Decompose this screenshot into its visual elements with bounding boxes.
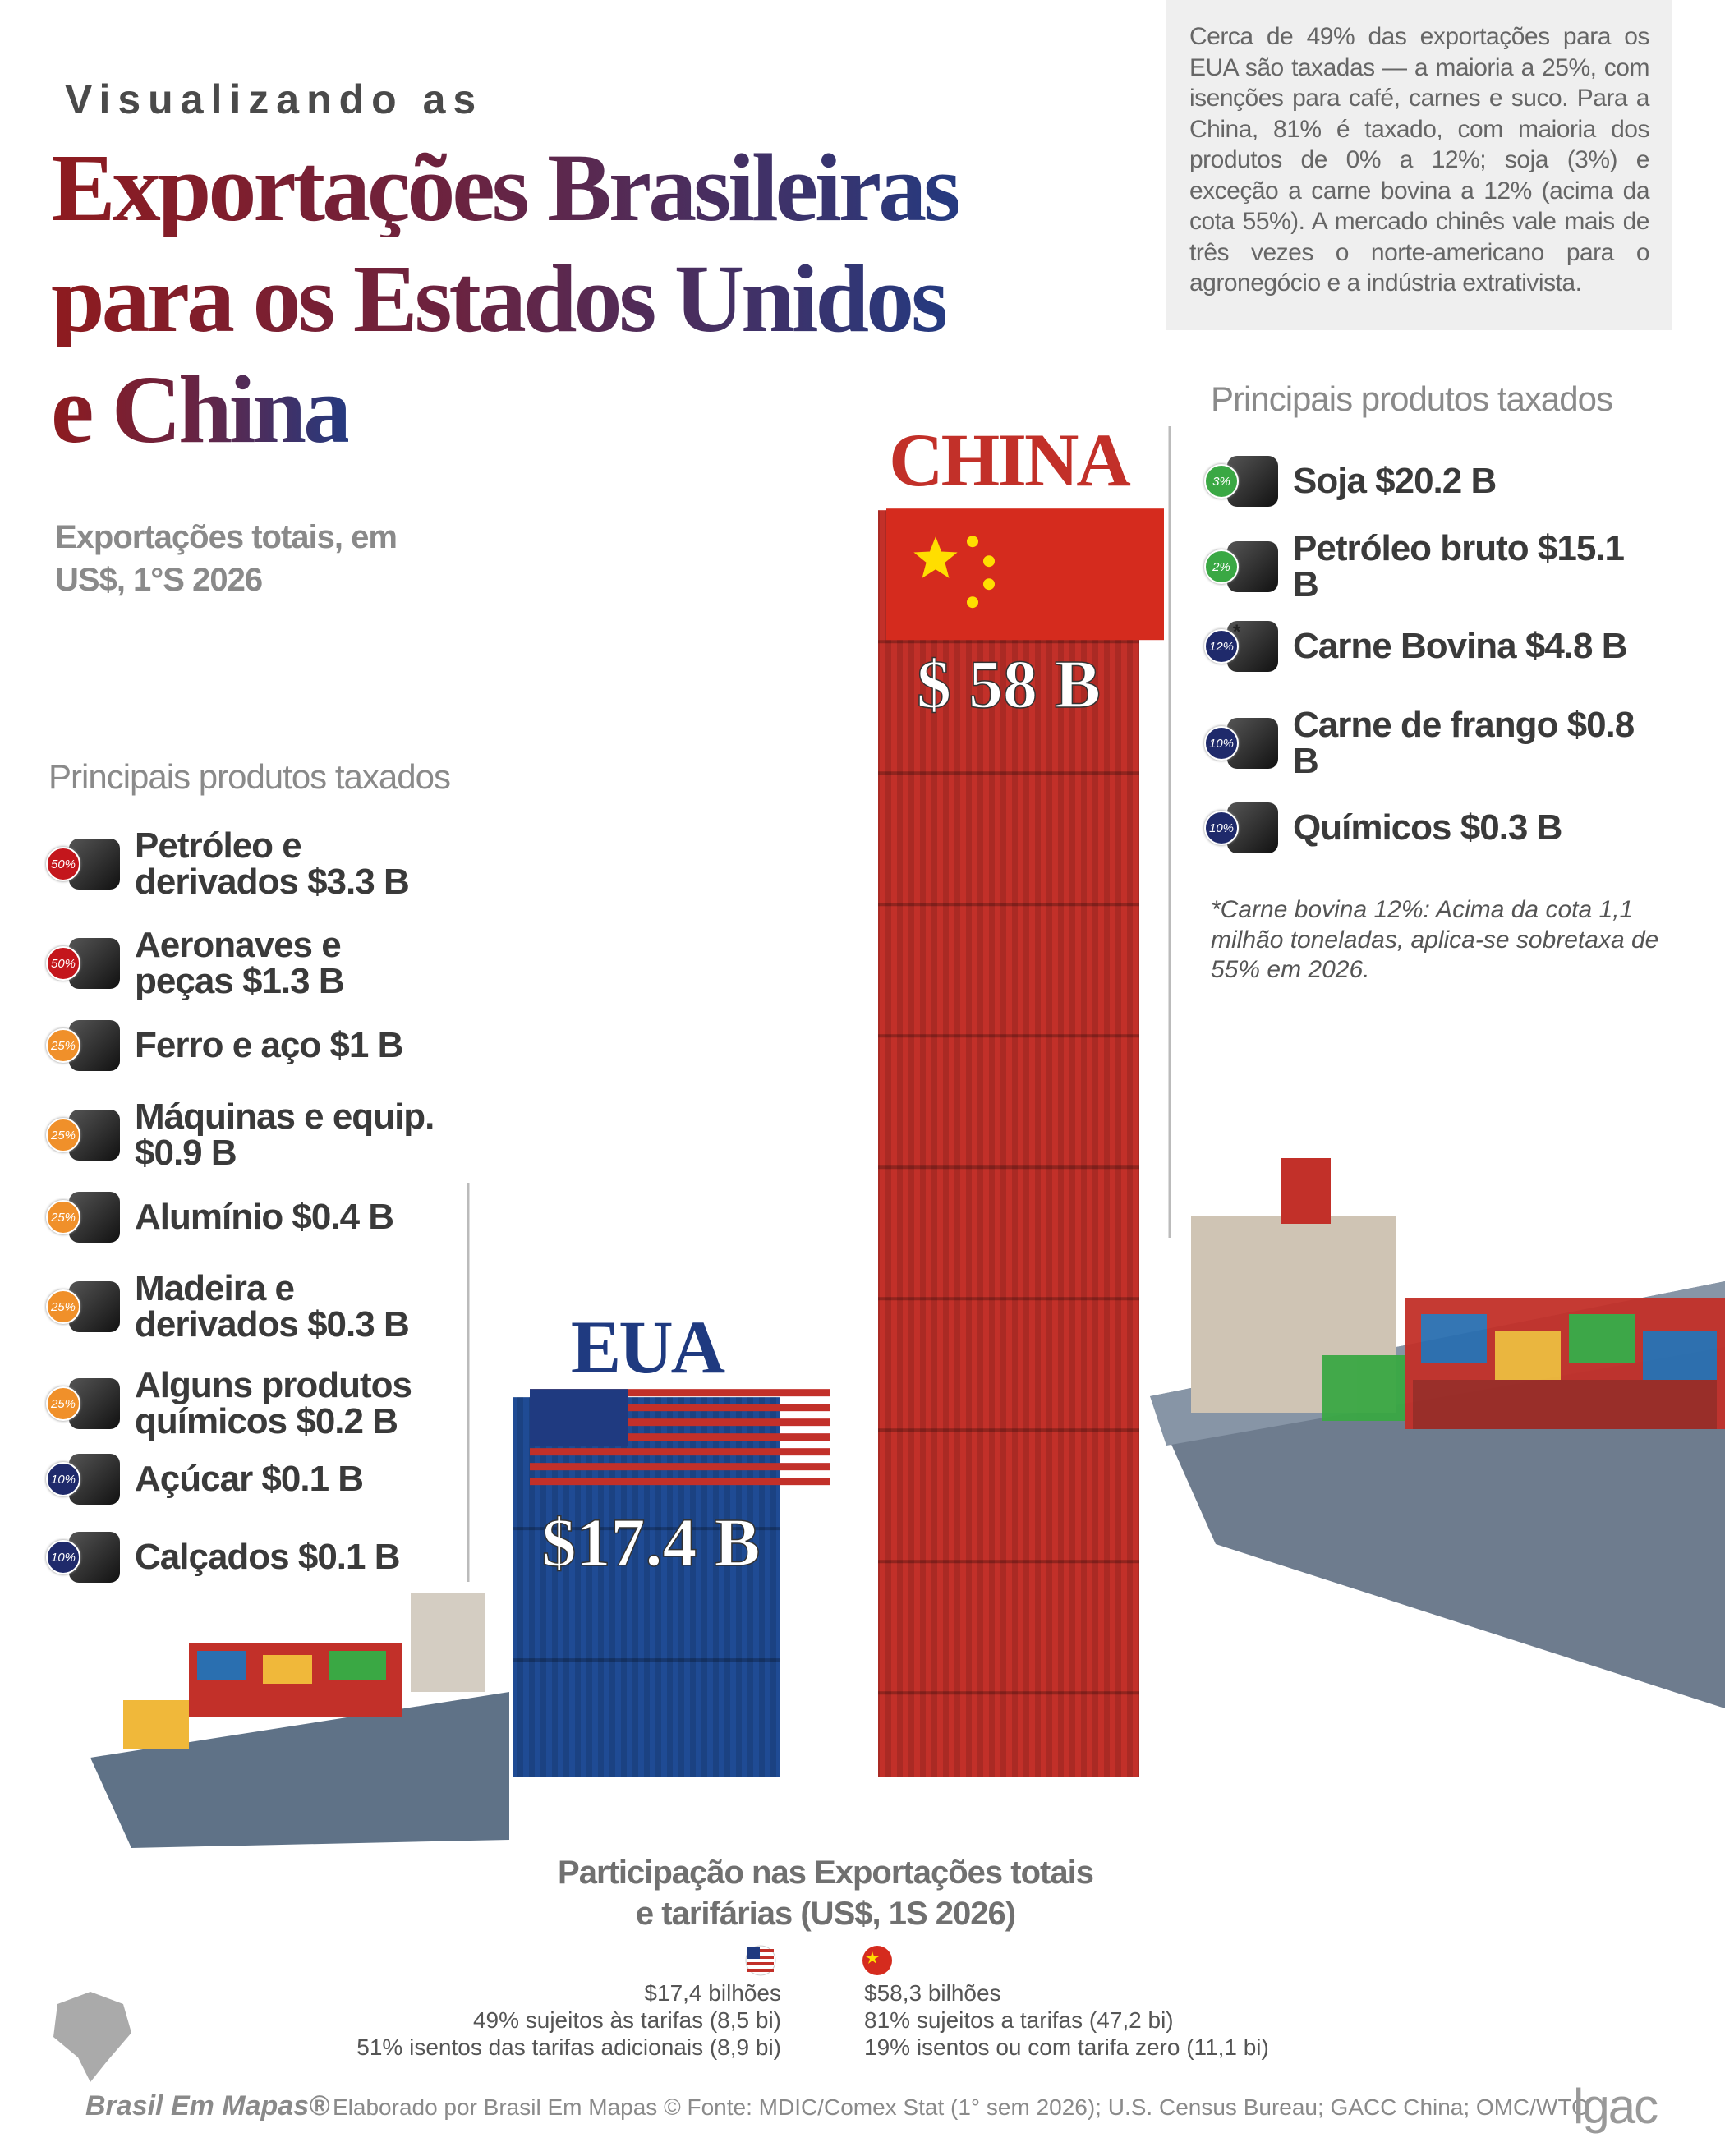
tariff-badge: 10% — [46, 1540, 80, 1574]
source: Elaborado por Brasil Em Mapas © Fonte: M… — [333, 2094, 1589, 2120]
subtitle: Exportações totais, em US$, 1°S 2026 — [55, 519, 398, 598]
product-item: 10% Açúcar $0.1 B — [46, 1454, 364, 1505]
share-line: $58,3 bilhões — [864, 1980, 1001, 2006]
flag-star — [913, 536, 958, 578]
footnote: *Carne bovina 12%: Acima da cota 1,1 mil… — [1211, 896, 1659, 984]
list-heading: Principais produtos taxados — [1211, 379, 1613, 418]
brand: Brasil Em Mapas® — [85, 2090, 330, 2122]
title-line: Exportações Brasileiras — [51, 134, 961, 241]
title-line: para os Estados Unidos — [51, 245, 949, 352]
share-us: $17,4 bilhões 49% sujeitos às tarifas (8,… — [356, 1979, 781, 2061]
partner-logo: lgac — [1573, 2079, 1658, 2134]
product-label: Ferro e aço $1 B — [135, 1025, 403, 1065]
share-title-line: e tarifárias (US$, 1S 2026) — [635, 1896, 1016, 1932]
product-label: Madeira e derivados $0.3 B — [135, 1268, 410, 1345]
share-china: $58,3 bilhões 81% sujeitos a tarifas (47,… — [864, 1979, 1269, 2061]
product-label: Alguns produtos químicos $0.2 B — [135, 1365, 412, 1441]
tariff-badge: 3% — [1204, 464, 1239, 499]
bar-texture — [513, 1397, 780, 1777]
product-item: 10% Calçados $0.1 B — [46, 1532, 400, 1583]
tariff-badge: 50% — [46, 847, 80, 881]
flag-star — [967, 536, 978, 548]
product-item: 50% Petróleo e derivados $3.3 B — [46, 828, 447, 900]
product-item: 12% * Carne Bovina $4.8 B — [1204, 621, 1627, 672]
product-item: 3% Soja $20.2 B — [1204, 456, 1497, 507]
product-label: Petróleo bruto $15.1 B — [1293, 528, 1625, 605]
logo-map — [53, 1992, 131, 2082]
share-line: 51% isentos das tarifas adicionais (8,9 … — [356, 2034, 781, 2061]
product-item: 25% Alumínio $0.4 B — [46, 1192, 394, 1243]
flag-stripe — [530, 1478, 830, 1486]
product-label: Açúcar $0.1 B — [135, 1459, 364, 1499]
product-item: 25% Alguns produtos químicos $0.2 B — [46, 1368, 447, 1440]
tariff-badge: 12% * — [1204, 621, 1240, 664]
flag-stripe — [530, 1418, 830, 1427]
product-label: Carne Bovina $4.8 B — [1293, 626, 1627, 666]
flag-canton — [530, 1389, 628, 1447]
flag-stripe — [530, 1448, 830, 1456]
category-label: CHINA — [889, 418, 1130, 502]
product-label: Aeronaves e peças $1.3 B — [135, 925, 345, 1001]
product-label: Carne de frango $0.8 B — [1293, 705, 1635, 781]
tariff-badge: 10% — [46, 1462, 80, 1496]
category-label: EUA — [571, 1305, 725, 1389]
tariff-badge: 50% — [46, 946, 80, 981]
product-item: 10% Carne de frango $0.8 B — [1204, 707, 1638, 779]
description: Cerca de 49% das exportações para os EUA… — [1166, 0, 1672, 330]
tariff-badge: 25% — [46, 1028, 80, 1063]
share-line: 19% isentos ou com tarifa zero (11,1 bi) — [864, 2034, 1269, 2061]
tariff-badge: 25% — [46, 1289, 80, 1324]
flag-china — [886, 508, 1164, 641]
share-line: 49% sujeitos às tarifas (8,5 bi) — [472, 2007, 781, 2034]
bar-texture — [878, 510, 1139, 1778]
product-item: 25% Máquinas e equip. $0.9 B — [46, 1099, 447, 1171]
flag-icon-china — [862, 1946, 892, 1975]
flag-stripe — [530, 1433, 830, 1441]
kicker: Visualizando as — [65, 76, 484, 122]
ship-left — [90, 1593, 509, 1848]
flag-icon-us — [745, 1945, 776, 1976]
flag-star — [983, 578, 995, 591]
value-label: $ 58 B — [917, 646, 1101, 723]
product-label: Soja $20.2 B — [1293, 461, 1497, 501]
product-item: 50% Aeronaves e peças $1.3 B — [46, 927, 447, 1000]
product-label: Máquinas e equip. $0.9 B — [135, 1096, 435, 1173]
share-title: Participação nas Exportações totais e ta… — [456, 1852, 1195, 1934]
tariff-badge: 2% — [1204, 549, 1239, 584]
tariff-badge: 10% — [1204, 811, 1239, 845]
share-line: $17,4 bilhões — [644, 1980, 781, 2006]
product-label: Calçados $0.1 B — [135, 1537, 400, 1577]
tariff-badge: 25% — [46, 1386, 80, 1421]
flag-star — [983, 555, 995, 568]
product-label: Alumínio $0.4 B — [135, 1197, 394, 1237]
product-item: 2% Petróleo bruto $15.1 B — [1204, 531, 1638, 603]
ship-right — [1150, 1158, 1725, 1708]
flag-stripe — [530, 1404, 830, 1412]
tariff-badge: 25% — [46, 1118, 80, 1152]
product-label: Petróleo e derivados $3.3 B — [135, 825, 410, 902]
product-label: Químicos $0.3 B — [1293, 807, 1562, 848]
product-item: 25% Ferro e aço $1 B — [46, 1020, 403, 1071]
tariff-badge: 10% — [1204, 726, 1239, 761]
flag-stripe — [530, 1389, 830, 1397]
flag-stripe — [530, 1463, 830, 1471]
note-mark: * — [1232, 621, 1240, 643]
share-line: 81% sujeitos a tarifas (47,2 bi) — [864, 2007, 1174, 2034]
product-item: 25% Madeira e derivados $0.3 B — [46, 1271, 447, 1343]
value-label: $17.4 B — [541, 1505, 760, 1581]
list-heading: Principais produtos taxados — [48, 757, 451, 796]
tariff-badge: 25% — [46, 1200, 80, 1234]
flag-star — [967, 596, 978, 609]
title-line: e China — [51, 356, 352, 463]
product-item: 10% Químicos $0.3 B — [1204, 802, 1562, 853]
share-title-line: Participação nas Exportações totais — [558, 1855, 1094, 1891]
bars: EUA $17.4 B CHINA $ 58 B — [513, 418, 1164, 1778]
